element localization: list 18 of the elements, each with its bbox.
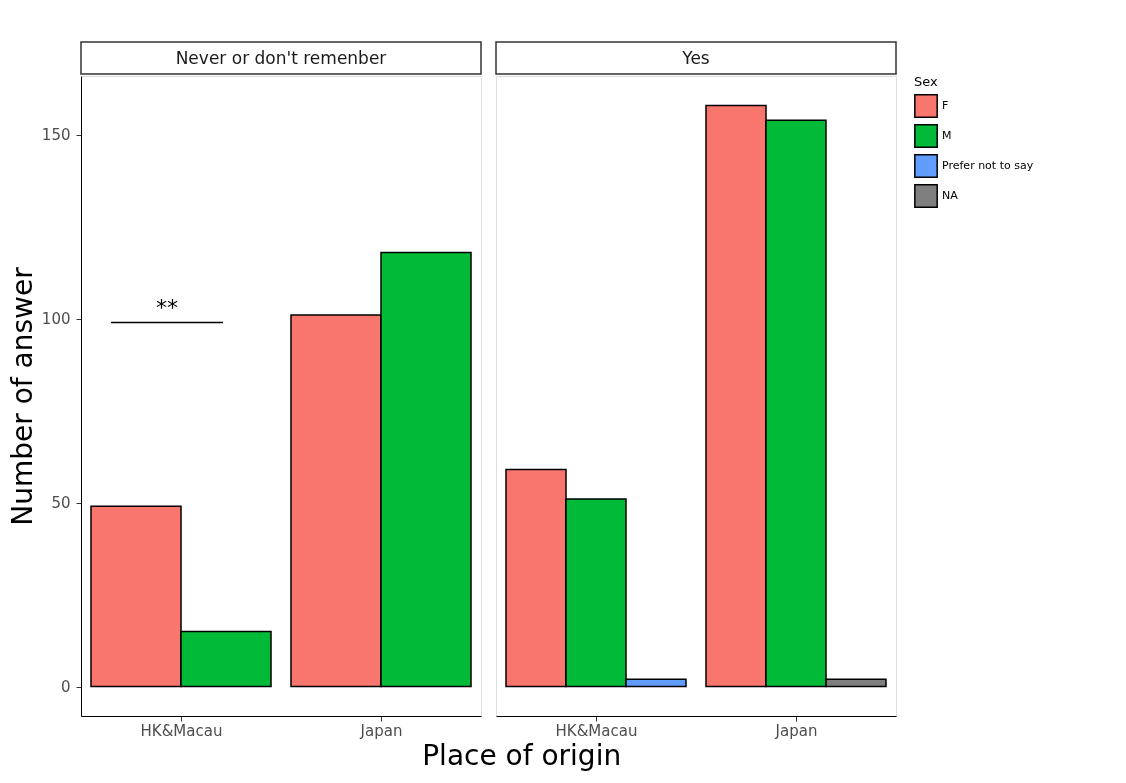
legend-title: Sex xyxy=(914,74,939,89)
legend-label: Prefer not to say xyxy=(942,159,1034,172)
legend-label: F xyxy=(942,99,949,112)
y-tick-label: 150 xyxy=(41,126,71,145)
y-axis-title: Number of answer xyxy=(5,266,39,526)
x-tick-label: HK&Macau xyxy=(140,721,223,740)
y-tick-label: 50 xyxy=(51,494,71,513)
y-tick-label: 0 xyxy=(60,678,71,697)
y-tick-label: 100 xyxy=(41,310,71,329)
x-tick-label: Japan xyxy=(359,721,403,740)
x-tick-label: HK&Macau xyxy=(555,721,638,740)
legend-label: NA xyxy=(942,189,959,202)
annotation: ** xyxy=(156,295,178,321)
x-tick-label: Japan xyxy=(774,721,818,740)
legend-label: M xyxy=(942,129,952,142)
chart-title: Yes xyxy=(681,48,710,68)
chart-title: Never or don't remenber xyxy=(175,48,387,68)
x-axis-title: Place of origin xyxy=(422,738,622,772)
